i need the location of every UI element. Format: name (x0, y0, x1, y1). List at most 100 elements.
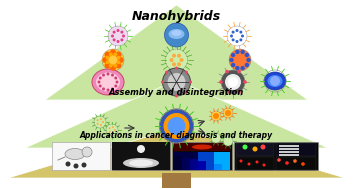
Circle shape (211, 111, 221, 121)
Circle shape (137, 145, 145, 153)
Circle shape (102, 74, 105, 77)
Bar (112, 142, 170, 156)
Ellipse shape (123, 158, 159, 168)
Circle shape (225, 110, 231, 116)
Bar (279, 148, 299, 149)
Circle shape (116, 29, 120, 32)
Bar (112, 142, 170, 170)
Circle shape (240, 50, 245, 54)
Ellipse shape (129, 160, 153, 167)
Circle shape (164, 23, 189, 47)
Circle shape (113, 64, 117, 67)
Circle shape (113, 31, 116, 34)
Circle shape (235, 66, 240, 70)
Circle shape (115, 81, 119, 84)
Circle shape (239, 31, 243, 34)
Circle shape (100, 118, 102, 120)
Bar (198, 152, 206, 160)
Circle shape (110, 49, 116, 55)
Circle shape (102, 88, 105, 90)
Circle shape (115, 52, 121, 58)
Bar (182, 152, 190, 157)
Circle shape (102, 57, 108, 63)
Circle shape (82, 147, 92, 157)
Bar (276, 143, 316, 156)
Circle shape (160, 109, 193, 143)
Circle shape (161, 81, 164, 84)
Bar (52, 142, 110, 170)
Circle shape (185, 90, 188, 93)
Circle shape (107, 73, 109, 75)
Circle shape (112, 132, 114, 134)
Circle shape (245, 63, 249, 67)
Circle shape (301, 162, 305, 166)
Circle shape (99, 84, 102, 88)
Circle shape (109, 127, 110, 129)
Circle shape (256, 160, 258, 163)
Circle shape (177, 62, 181, 66)
Circle shape (116, 40, 120, 43)
Circle shape (162, 68, 191, 96)
Circle shape (114, 84, 117, 88)
Circle shape (231, 63, 235, 67)
Bar (279, 151, 299, 153)
Circle shape (111, 35, 114, 37)
Circle shape (243, 145, 247, 149)
Circle shape (175, 94, 178, 98)
Text: Applications in cancer diagnosis and therapy: Applications in cancer diagnosis and the… (80, 131, 273, 140)
Circle shape (102, 49, 124, 71)
Bar (190, 152, 198, 159)
Bar (279, 145, 299, 146)
Circle shape (114, 77, 117, 80)
Circle shape (97, 123, 98, 125)
Circle shape (66, 161, 71, 167)
Bar (174, 152, 182, 156)
Circle shape (189, 81, 192, 84)
Circle shape (293, 159, 297, 163)
Circle shape (116, 60, 120, 64)
Circle shape (107, 88, 109, 91)
Circle shape (114, 129, 116, 131)
Circle shape (221, 70, 245, 94)
Bar (222, 152, 230, 170)
Circle shape (165, 90, 168, 93)
Circle shape (120, 38, 124, 41)
Bar (198, 152, 206, 170)
Circle shape (165, 71, 168, 74)
Circle shape (109, 64, 113, 67)
Circle shape (94, 116, 106, 128)
Circle shape (241, 35, 244, 37)
Circle shape (82, 163, 86, 167)
Bar (234, 142, 318, 170)
Circle shape (235, 40, 239, 43)
Bar (236, 143, 274, 156)
Polygon shape (25, 80, 328, 148)
Circle shape (73, 163, 78, 169)
Circle shape (232, 38, 235, 41)
Circle shape (179, 58, 184, 62)
Circle shape (223, 108, 233, 118)
Text: Nanohybrids: Nanohybrids (132, 10, 221, 23)
Circle shape (277, 158, 281, 162)
Circle shape (225, 70, 229, 73)
Circle shape (219, 80, 223, 84)
Circle shape (104, 62, 110, 68)
Circle shape (225, 91, 229, 94)
Circle shape (232, 31, 235, 34)
Circle shape (109, 53, 113, 57)
Text: Assembly and disintegration: Assembly and disintegration (109, 88, 244, 97)
Bar (112, 156, 170, 170)
Circle shape (99, 77, 102, 80)
Bar (174, 143, 230, 151)
Circle shape (115, 62, 121, 68)
Circle shape (175, 67, 178, 70)
Bar (214, 152, 222, 163)
Bar (190, 152, 198, 170)
Bar (206, 152, 214, 170)
Circle shape (235, 50, 240, 54)
Circle shape (116, 56, 120, 60)
Ellipse shape (92, 69, 124, 95)
Bar (172, 142, 232, 170)
Circle shape (163, 113, 190, 139)
Circle shape (118, 57, 124, 63)
